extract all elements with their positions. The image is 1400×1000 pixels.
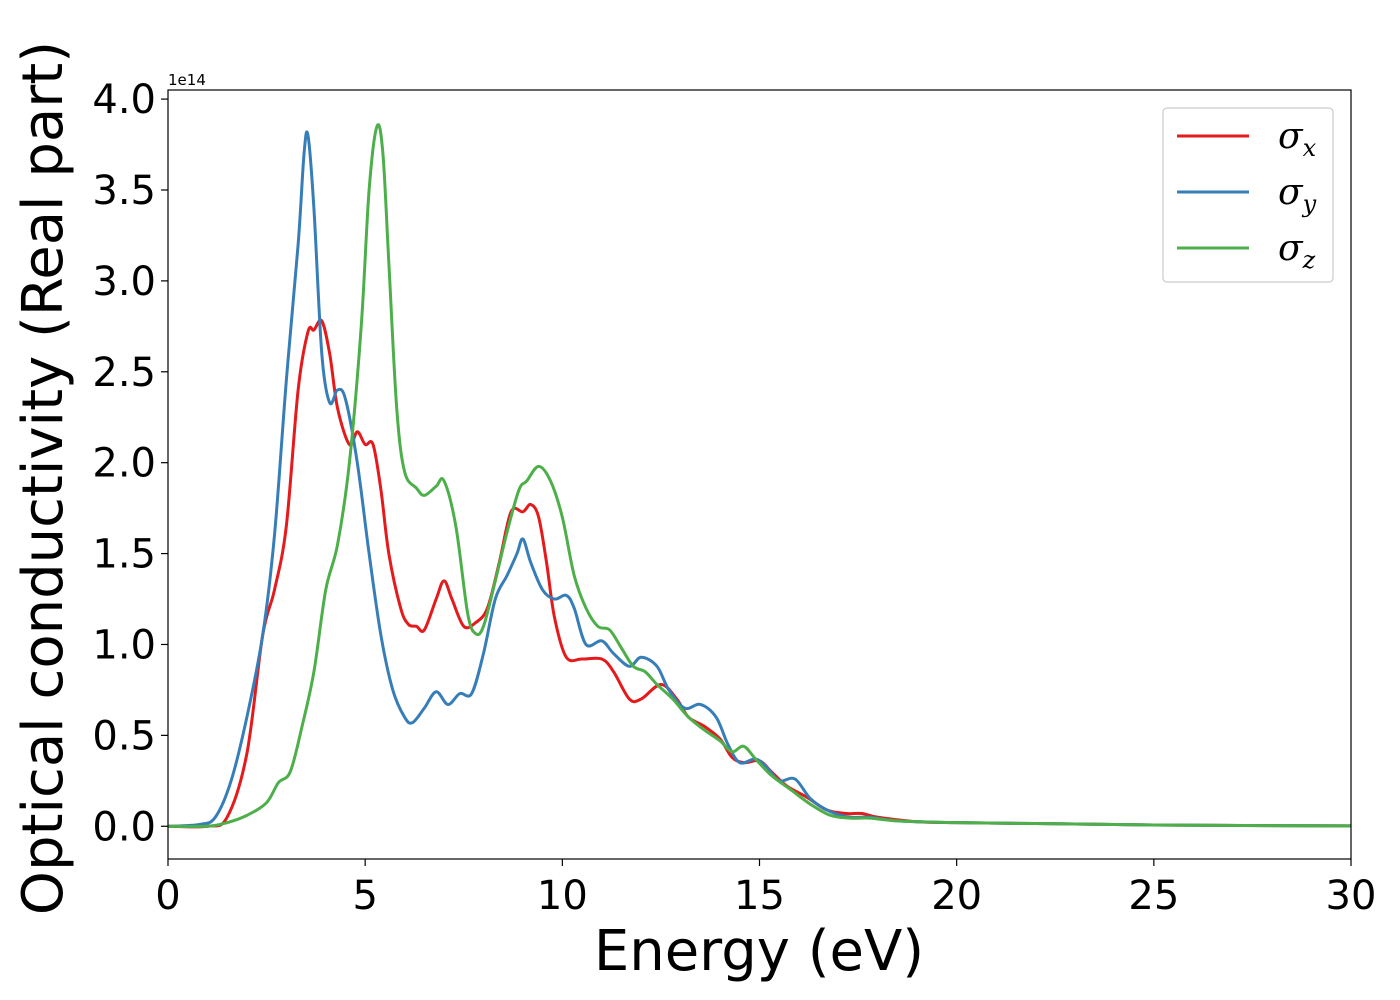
x-axis-label: Energy (eV) xyxy=(594,919,924,984)
legend-label-y: σy xyxy=(1278,172,1317,218)
y-tick-label: 1.5 xyxy=(92,532,156,578)
legend-box xyxy=(1162,107,1334,283)
x-tick-label: 5 xyxy=(352,873,377,919)
x-tick-label: 0 xyxy=(155,873,180,919)
series-line-y xyxy=(168,130,1351,828)
plot-area xyxy=(168,123,1351,829)
legend-label-x: σx xyxy=(1278,116,1317,162)
y-tick-label: 0.5 xyxy=(92,713,156,759)
x-tick-label: 20 xyxy=(931,873,982,919)
x-tick-label: 30 xyxy=(1326,873,1377,919)
y-tick-label: 3.0 xyxy=(92,259,156,305)
series-lines xyxy=(168,123,1351,829)
y-tick-label: 3.5 xyxy=(92,168,156,214)
y-offset-label: 1e14 xyxy=(168,71,206,89)
y-tick-label: 2.5 xyxy=(92,350,156,396)
y-tick-label: 2.0 xyxy=(92,441,156,487)
legend-label-z: σz xyxy=(1278,228,1316,274)
y-tick-label: 0.0 xyxy=(92,804,156,850)
y-axis-label: Optical conductivity (Real part) xyxy=(11,41,76,915)
x-tick-label: 25 xyxy=(1128,873,1179,919)
x-tick-label: 10 xyxy=(537,873,588,919)
y-tick-label: 1.0 xyxy=(92,622,156,668)
axes: 0 5 10 15 20 25 30 0.0 0.5 1.0 1.5 2.0 2.5 3.0 3.5 4.0 xyxy=(92,77,1376,919)
y-tick-label: 4.0 xyxy=(92,77,156,123)
series-line-z xyxy=(168,123,1351,829)
legend: σx σy σz xyxy=(1162,107,1334,283)
x-tick-label: 15 xyxy=(734,873,785,919)
